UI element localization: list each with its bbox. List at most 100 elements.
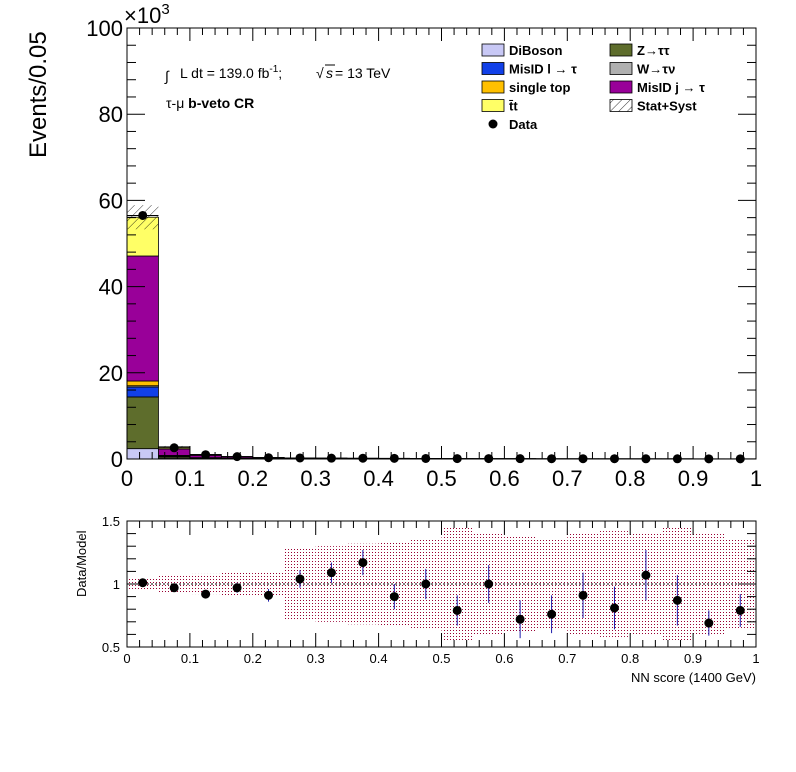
main-x-tick-label: 0.5 [426, 466, 457, 491]
region-label: τ-μ b-veto CR [166, 95, 254, 111]
main-x-tick-label: 0.6 [489, 466, 520, 491]
data-point-1 [169, 443, 179, 453]
ratio-point-6 [326, 568, 336, 578]
data-point-4 [264, 453, 274, 463]
legend-swatch-w- [609, 62, 633, 75]
ratio-x-tick-label: 0.7 [558, 651, 576, 666]
bar-single-top-bin-0 [127, 380, 159, 387]
main-plot-panel: 0 0.1 0.2 0.3 0.4 0.5 0.6 0.7 0.8 0.9 1 0 20 40 60 80 1… [25, 1, 762, 491]
main-x-tick-labels: 0 0.1 0.2 0.3 0.4 0.5 0.6 0.7 0.8 0.9 1 [121, 466, 762, 491]
ratio-x-tick-label: 0.6 [495, 651, 513, 666]
legend: DiBoson MisID l → τ single top t̄t Data Z→ττ W… [481, 43, 705, 132]
ratio-x-axis-label: NN score (1400 GeV) [631, 670, 756, 685]
ratio-point-13 [547, 609, 557, 619]
ratio-x-tick-label: 0.1 [181, 651, 199, 666]
legend-label-w-: W→τν [637, 62, 675, 77]
legend-label-stat-syst: Stat+Syst [637, 99, 697, 114]
bar-misid-j--bin-0 [127, 255, 159, 382]
lumi-annotation: ∫ L dt = 139.0 fb-1; √ s = 13 TeV [164, 64, 391, 84]
legend-label-z-: Z→ττ [637, 43, 670, 58]
lumi-exp: -1 [269, 64, 278, 75]
ratio-uncertainty-band [127, 527, 756, 641]
ratio-point-14 [578, 590, 588, 600]
main-x-tick-label: 0.4 [363, 466, 394, 491]
data-points [127, 210, 756, 464]
ratio-y-tick-label: 0.5 [102, 640, 120, 655]
data-point-6 [326, 453, 336, 463]
main-x-tick-label: 0.2 [238, 466, 269, 491]
stacked-bars [127, 216, 756, 459]
ratio-x-tick-label: 0.4 [370, 651, 388, 666]
ratio-point-2 [201, 589, 211, 599]
legend-swatch-misid-j- [609, 80, 633, 94]
legend-swatch-single-top [481, 80, 505, 94]
data-point-8 [389, 453, 399, 463]
ratio-x-tick-label: 0.8 [621, 651, 639, 666]
ratio-ticks [126, 520, 757, 648]
ratio-x-tick-label: 0.3 [307, 651, 325, 666]
data-point-2 [201, 450, 211, 460]
ratio-x-tick-label: 0.5 [432, 651, 450, 666]
ratio-x-tick-label: 0.9 [684, 651, 702, 666]
legend-label-single-top: single top [509, 80, 570, 95]
main-y-tick-label: 100 [86, 16, 123, 41]
legend-swatch-stat-syst [609, 99, 633, 112]
legend-label-diboson: DiBoson [509, 43, 563, 58]
legend-label-misid-j-: MisID j → τ [637, 80, 705, 95]
ratio-point-12 [515, 614, 525, 624]
bar-z--bin-0 [127, 396, 159, 450]
legend-swatch-t-t [481, 99, 505, 112]
ratio-point-8 [389, 592, 399, 602]
ratio-x-tick-label: 1 [752, 651, 759, 666]
ratio-point-1 [169, 583, 179, 593]
ratio-x-tick-labels: 0 0.1 0.2 0.3 0.4 0.5 0.6 0.7 0.8 0.9 1 [123, 651, 759, 666]
ratio-plot-panel: 0 0.1 0.2 0.3 0.4 0.5 0.6 0.7 0.8 0.9 1 0.5 1 1.5 Da… [74, 514, 760, 685]
ratio-point-4 [264, 590, 274, 600]
legend-label-data: Data [509, 117, 538, 132]
uncertainty-band [127, 205, 756, 459]
ratio-y-tick-label: 1.5 [102, 514, 120, 529]
y-multiplier: ×103 [124, 1, 170, 28]
main-y-tick-label: 0 [111, 447, 123, 472]
ratio-point-17 [672, 595, 682, 605]
data-point-0 [138, 210, 148, 220]
ratio-x-tick-label: 0.2 [244, 651, 262, 666]
data-point-5 [295, 453, 305, 463]
svg-text:L dt = 139.0 fb-1;: L dt = 139.0 fb-1; [180, 64, 282, 81]
legend-swatch-misid-l- [481, 62, 505, 75]
sqrt-s: s [326, 65, 333, 81]
ratio-point-0 [138, 578, 148, 588]
bar-diboson-bin-0 [127, 448, 159, 459]
ratio-point-19 [735, 605, 745, 615]
ratio-point-15 [609, 603, 619, 613]
main-x-tick-label: 0.1 [175, 466, 206, 491]
ratio-y-tick-label: 1 [113, 577, 120, 592]
ratio-point-18 [704, 618, 714, 628]
main-y-tick-label: 40 [99, 275, 123, 300]
energy-text: = 13 TeV [335, 65, 391, 81]
sqrt-symbol: √ [316, 65, 324, 81]
main-y-tick-label: 60 [99, 188, 123, 213]
ratio-x-tick-label: 0 [123, 651, 130, 666]
legend-swatch-z- [609, 43, 633, 57]
legend-swatch-diboson [481, 43, 505, 57]
lumi-text: L dt = 139.0 fb [180, 65, 270, 81]
legend-marker-data [488, 119, 498, 129]
main-x-tick-label: 0.3 [300, 466, 331, 491]
bar-misid-l--bin-0 [127, 386, 159, 398]
main-x-tick-label: 1 [750, 466, 762, 491]
ratio-band-bin-2 [189, 573, 222, 595]
ratio-point-10 [452, 605, 462, 615]
ratio-point-5 [295, 574, 305, 584]
ratio-points [138, 549, 745, 639]
data-point-7 [358, 453, 368, 463]
lumi-sep: ; [278, 65, 282, 81]
main-x-tick-label: 0.7 [552, 466, 583, 491]
ratio-point-11 [484, 579, 494, 589]
ratio-point-9 [421, 579, 431, 589]
main-y-axis-label: Events/0.05 [25, 31, 52, 158]
ratio-point-16 [641, 570, 651, 580]
ratio-y-tick-labels: 0.5 1 1.5 [102, 514, 120, 655]
ratio-point-7 [358, 558, 368, 568]
